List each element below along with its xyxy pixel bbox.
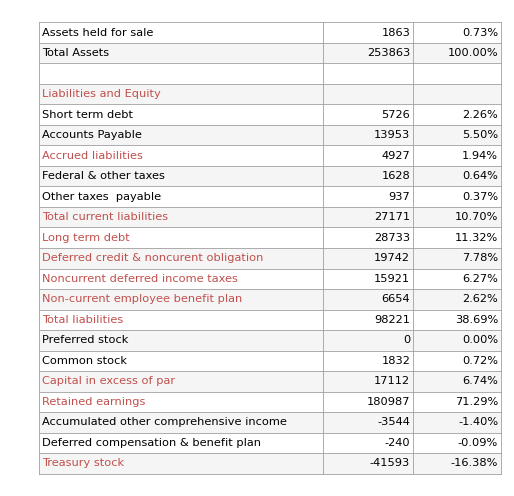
Text: Preferred stock: Preferred stock — [42, 335, 128, 345]
Text: Other taxes  payable: Other taxes payable — [42, 192, 161, 202]
Text: -240: -240 — [384, 438, 410, 448]
Text: 2.62%: 2.62% — [462, 294, 498, 304]
Bar — [39, 84, 501, 104]
Text: 13953: 13953 — [374, 130, 410, 140]
Text: Assets held for sale: Assets held for sale — [42, 28, 154, 38]
Text: Accrued liabilities: Accrued liabilities — [42, 151, 143, 161]
Bar — [39, 186, 501, 207]
Bar — [39, 453, 501, 474]
Text: -3544: -3544 — [377, 418, 410, 428]
Bar — [39, 228, 501, 248]
Text: 28733: 28733 — [374, 233, 410, 243]
Bar — [39, 145, 501, 166]
Text: 11.32%: 11.32% — [455, 233, 498, 243]
Bar — [39, 310, 501, 330]
Text: 6.74%: 6.74% — [462, 376, 498, 386]
Bar — [39, 104, 501, 125]
Text: Accumulated other comprehensive income: Accumulated other comprehensive income — [42, 418, 287, 428]
Text: 38.69%: 38.69% — [455, 315, 498, 325]
Text: 6.27%: 6.27% — [462, 274, 498, 284]
Text: Common stock: Common stock — [42, 356, 127, 366]
Bar — [39, 412, 501, 433]
Bar — [39, 22, 501, 43]
Text: Total current liabilities: Total current liabilities — [42, 212, 168, 222]
Bar — [39, 125, 501, 145]
Text: 7.78%: 7.78% — [462, 253, 498, 263]
Text: Capital in excess of par: Capital in excess of par — [42, 376, 175, 386]
Text: 937: 937 — [389, 192, 410, 202]
Bar — [39, 268, 501, 289]
Text: 180987: 180987 — [366, 397, 410, 407]
Text: Deferred credit & noncurent obligation: Deferred credit & noncurent obligation — [42, 253, 264, 263]
Text: Long term debt: Long term debt — [42, 233, 130, 243]
Text: Short term debt: Short term debt — [42, 110, 133, 120]
Text: 5726: 5726 — [381, 110, 410, 120]
Text: 0.73%: 0.73% — [462, 28, 498, 38]
Text: 0.00%: 0.00% — [462, 335, 498, 345]
Text: 98221: 98221 — [374, 315, 410, 325]
Text: 15921: 15921 — [374, 274, 410, 284]
Text: Non-current employee benefit plan: Non-current employee benefit plan — [42, 294, 243, 304]
Text: 0.72%: 0.72% — [462, 356, 498, 366]
Bar — [39, 289, 501, 310]
Text: 19742: 19742 — [374, 253, 410, 263]
Text: 0: 0 — [403, 335, 410, 345]
Text: 2.26%: 2.26% — [462, 110, 498, 120]
Text: 27171: 27171 — [374, 212, 410, 222]
Text: 1832: 1832 — [381, 356, 410, 366]
Text: Treasury stock: Treasury stock — [42, 458, 124, 468]
Text: 71.29%: 71.29% — [455, 397, 498, 407]
Text: -0.09%: -0.09% — [458, 438, 498, 448]
Text: 0.37%: 0.37% — [462, 192, 498, 202]
Text: 0.64%: 0.64% — [462, 171, 498, 181]
Text: 4927: 4927 — [381, 151, 410, 161]
Bar — [39, 43, 501, 63]
Text: Liabilities and Equity: Liabilities and Equity — [42, 89, 161, 99]
Text: -41593: -41593 — [370, 458, 410, 468]
Text: Retained earnings: Retained earnings — [42, 397, 145, 407]
Text: 1863: 1863 — [381, 28, 410, 38]
Bar — [39, 248, 501, 268]
Text: 6654: 6654 — [381, 294, 410, 304]
Bar — [39, 166, 501, 186]
Text: 17112: 17112 — [374, 376, 410, 386]
Bar — [39, 351, 501, 371]
Text: 10.70%: 10.70% — [455, 212, 498, 222]
Bar — [39, 371, 501, 392]
Text: Deferred compensation & benefit plan: Deferred compensation & benefit plan — [42, 438, 261, 448]
Text: 5.50%: 5.50% — [462, 130, 498, 140]
Text: 1628: 1628 — [381, 171, 410, 181]
Bar — [39, 330, 501, 351]
Text: 253863: 253863 — [367, 48, 410, 58]
Text: 100.00%: 100.00% — [448, 48, 498, 58]
Text: Federal & other taxes: Federal & other taxes — [42, 171, 165, 181]
Bar — [39, 207, 501, 228]
Text: -1.40%: -1.40% — [458, 418, 498, 428]
Text: Accounts Payable: Accounts Payable — [42, 130, 142, 140]
Text: Noncurrent deferred income taxes: Noncurrent deferred income taxes — [42, 274, 238, 284]
Bar — [39, 433, 501, 453]
Text: 1.94%: 1.94% — [462, 151, 498, 161]
Text: -16.38%: -16.38% — [451, 458, 498, 468]
Text: Total Assets: Total Assets — [42, 48, 109, 58]
Bar — [39, 392, 501, 412]
Bar — [39, 63, 501, 84]
Text: Total liabilities: Total liabilities — [42, 315, 123, 325]
